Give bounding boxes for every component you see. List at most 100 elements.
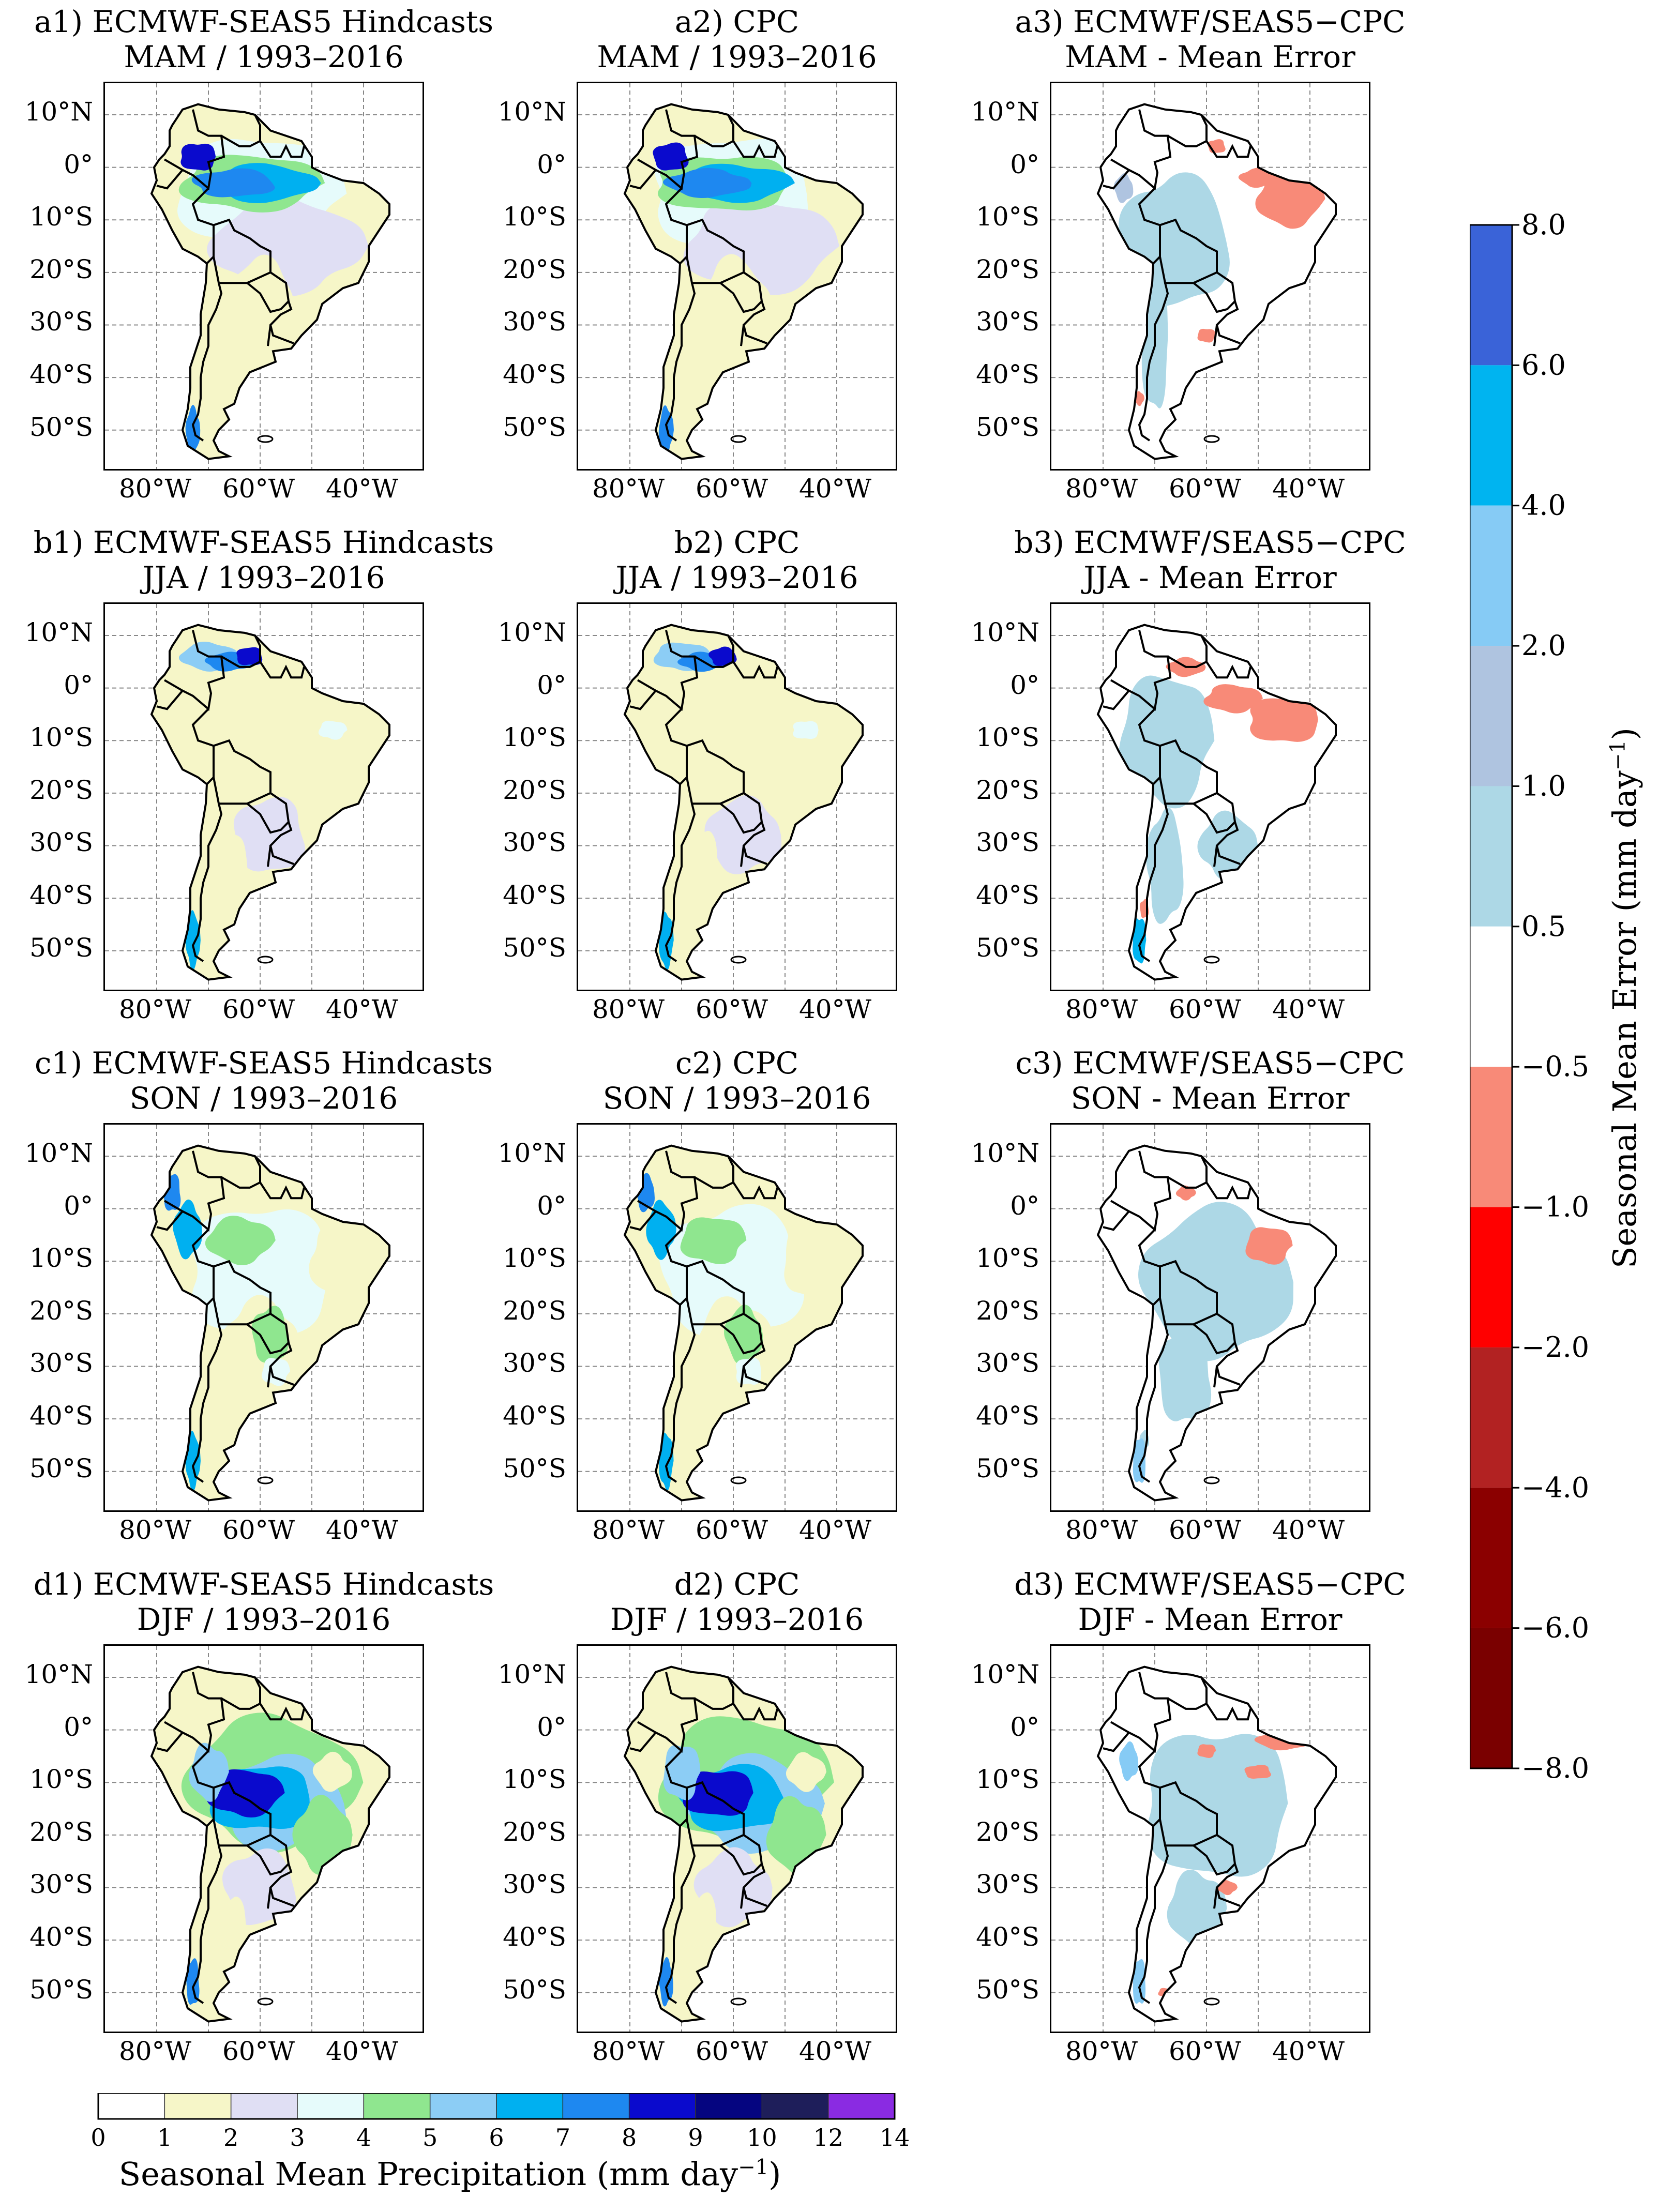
panel-title-line1: d1) ECMWF-SEAS5 Hindcasts (33, 1567, 494, 1602)
panel-title: c2) CPC SON / 1993–2016 (504, 1046, 970, 1116)
lat-tick-label: 10°S (503, 722, 566, 753)
lat-tick-label: 20°S (503, 1295, 566, 1326)
country-border (719, 1834, 763, 1876)
map-frame (1050, 82, 1370, 471)
lon-tick-label: 60°W (695, 1515, 768, 1545)
lat-tick-label: 50°S (976, 1974, 1039, 2005)
panel-title-line2: MAM - Mean Error (1065, 39, 1355, 74)
precip-colorbar-tick: 4 (356, 2124, 371, 2152)
lat-tick-label: 20°S (503, 1816, 566, 1847)
map-svg (578, 1125, 896, 1510)
falkland-islands (1203, 956, 1220, 964)
map-svg (1051, 83, 1369, 469)
coastline (623, 624, 864, 981)
precip-contour (205, 1216, 276, 1266)
error-colorbar-swatch (1470, 926, 1512, 1067)
country-border (1167, 1156, 1208, 1189)
lat-tick-label: 10°S (503, 202, 566, 232)
falkland-islands (1203, 1476, 1220, 1484)
country-border (1213, 1366, 1218, 1388)
country-border (637, 1672, 699, 1753)
precip-colorbar-swatch (98, 2093, 165, 2119)
lat-tick-label: 40°S (503, 1401, 566, 1431)
lon-tick-label: 80°W (592, 994, 665, 1024)
error-colorbar-swatch (1470, 786, 1512, 927)
map-svg (578, 1646, 896, 2032)
panel-title-line1: a2) CPC (674, 4, 800, 39)
lat-tick-label: 10°N (497, 96, 566, 127)
country-border (742, 1863, 767, 1907)
map-svg (1051, 1125, 1369, 1510)
lat-tick-label: 40°S (976, 359, 1039, 390)
map-frame (103, 1644, 424, 2033)
country-border (269, 301, 294, 344)
map-frame (577, 1644, 897, 2033)
lat-tick-label: 0° (1010, 149, 1039, 179)
precip-colorbar: 0 1 2 3 4 5 6 7 8 9 10 12 14 (91, 2093, 910, 2152)
lon-tick-label: 60°W (1168, 1515, 1241, 1545)
error-contour (1255, 170, 1325, 229)
map-frame (577, 82, 897, 471)
lat-tick-label: 10°N (24, 1138, 93, 1168)
precip-colorbar-tick: 10 (747, 2124, 777, 2152)
country-border (191, 282, 223, 442)
lat-tick-label: 10°S (29, 1764, 93, 1795)
panel-title-line2: MAM / 1993–2016 (124, 39, 404, 74)
error-colorbar-tick: 8.0 (1521, 208, 1566, 241)
precip-colorbar-title-sup: −1 (738, 2155, 769, 2179)
data-field (625, 1666, 863, 2022)
map-frame (1050, 1123, 1370, 1512)
lat-tick-label: 20°S (976, 775, 1039, 805)
lat-tick-label: 30°S (503, 1869, 566, 1900)
error-contour (1245, 1227, 1293, 1265)
error-colorbar-tick: −1.0 (1521, 1191, 1589, 1223)
lon-tick-label: 40°W (1272, 2036, 1345, 2066)
lat-tick-label: 50°S (976, 1453, 1039, 1483)
falkland-islands (730, 1476, 747, 1484)
country-border (1159, 1260, 1218, 1326)
falkland-islands (730, 1997, 747, 2006)
country-border (1205, 661, 1251, 679)
country-border (163, 1672, 225, 1753)
country-border (213, 1781, 272, 1847)
lat-tick-label: 0° (64, 1711, 93, 1742)
country-border (732, 661, 778, 679)
precip-contour (659, 911, 674, 970)
lon-tick-label: 40°W (325, 2036, 398, 2066)
lon-tick-label: 40°W (798, 2036, 871, 2066)
country-border (220, 635, 261, 668)
map-frame (103, 82, 424, 471)
lon-tick-label: 60°W (695, 474, 768, 504)
precip-contour (231, 216, 291, 246)
precip-colorbar-title-text: Seasonal Mean Precipitation (mm day (118, 2155, 738, 2193)
lat-tick-label: 10°S (976, 1764, 1039, 1795)
precip-contour (683, 328, 720, 405)
lat-tick-label: 50°S (29, 932, 93, 963)
country-border (1205, 140, 1251, 158)
country-border (1138, 803, 1169, 962)
country-border (246, 271, 290, 313)
country-border (1110, 1672, 1172, 1753)
country-border (629, 1732, 657, 1752)
panel-title-line1: c3) ECMWF/SEAS5−CPC (1015, 1046, 1405, 1081)
country-border (1213, 1887, 1218, 1909)
lon-tick-label: 40°W (1272, 994, 1345, 1024)
error-contour (1217, 1880, 1238, 1896)
falkland-islands (730, 956, 747, 964)
map-frame (577, 602, 897, 991)
coastline (623, 103, 864, 460)
map-frame (1050, 602, 1370, 991)
lat-tick-label: 20°S (503, 775, 566, 805)
error-contour (1133, 1438, 1145, 1483)
country-border (1193, 1834, 1236, 1876)
error-contour (1133, 1959, 1146, 2004)
error-colorbar-swatch (1470, 1067, 1512, 1207)
country-border (719, 1313, 763, 1355)
country-border (686, 739, 745, 805)
country-border (637, 109, 699, 191)
country-border (1110, 1150, 1172, 1232)
country-border (1159, 739, 1218, 805)
country-border (1167, 635, 1208, 668)
error-colorbar-tick: 0.5 (1521, 910, 1566, 943)
lat-tick-label: 50°S (503, 412, 566, 442)
